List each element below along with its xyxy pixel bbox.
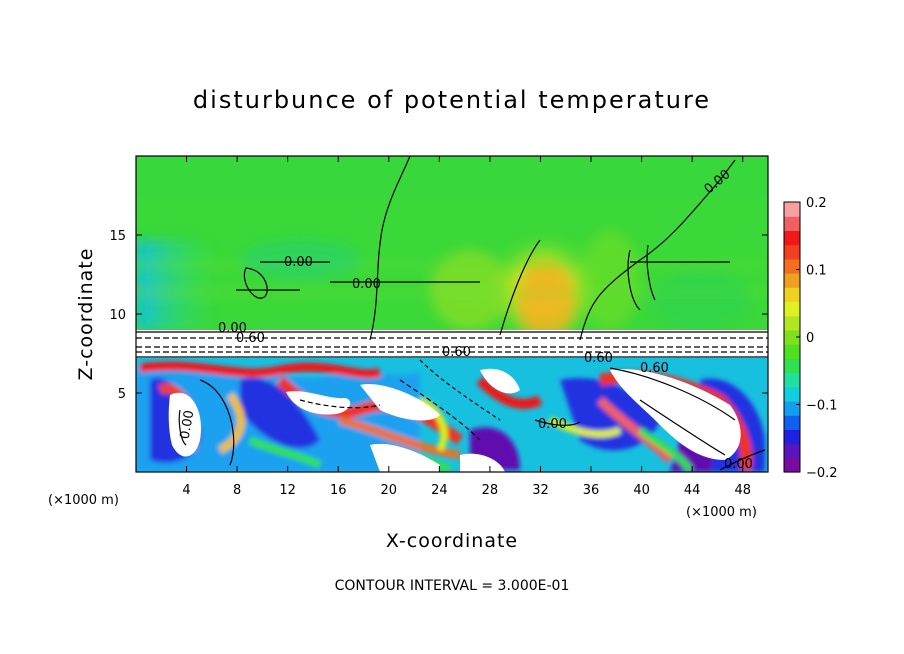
colorbar-tick-label: −0.1: [806, 399, 838, 414]
contour-label: 0.60: [584, 351, 613, 366]
colorbar-swatch: [784, 244, 800, 260]
colorbar-swatch: [784, 301, 800, 317]
contour-label: 0.60: [442, 345, 471, 360]
colorbar-swatch: [784, 344, 800, 359]
x-tick-label: 24: [431, 483, 448, 498]
colorbar-swatch: [784, 358, 800, 374]
colorbar-swatch: [784, 400, 800, 416]
x-tick-label: 28: [482, 483, 499, 498]
colorbar-tick-label: 0: [806, 331, 814, 346]
contour-label: 0.00: [538, 417, 567, 432]
x-tick-label: 8: [233, 483, 241, 498]
colorbar-swatch: [784, 429, 800, 445]
contour-label: 0.00: [284, 255, 313, 270]
x-unit-label-left: (×1000 m): [48, 493, 119, 508]
colorbar-swatch: [784, 273, 800, 288]
contour-label: 0.60: [236, 331, 265, 346]
y-axis: 5 10 15: [109, 229, 768, 402]
x-tick-label: 20: [381, 483, 398, 498]
contour-lines: [136, 156, 768, 471]
colorbar-swatch: [784, 415, 800, 430]
x-tick-label: 12: [279, 483, 296, 498]
colorbar-swatch: [784, 230, 800, 246]
colorbar-swatch: [784, 258, 800, 274]
colorbar-swatch: [784, 386, 800, 402]
colorbar-swatch: [784, 216, 800, 232]
x-tick-label: 36: [583, 483, 600, 498]
x-axis: 4 8 12 16 20 24 28 32 36 40 44 48: [182, 156, 751, 498]
y-tick-label: 15: [109, 229, 126, 244]
colorbar-swatch: [784, 329, 800, 345]
contour-interval-note: CONTOUR INTERVAL = 3.000E-01: [334, 578, 570, 594]
contour-label: 0.00: [724, 457, 753, 472]
x-unit-label-right: (×1000 m): [686, 505, 757, 520]
contour-label: 0.00: [178, 409, 198, 440]
contour-label: 0.00: [352, 277, 381, 292]
contour-label: 0.60: [640, 361, 669, 376]
x-tick-label: 48: [734, 483, 751, 498]
x-tick-label: 44: [684, 483, 701, 498]
colorbar-swatch: [784, 287, 800, 303]
colorbar-swatch: [784, 202, 800, 217]
colorbar-tick-label: 0.2: [806, 196, 827, 211]
colorbar-swatch: [784, 457, 800, 473]
colorbar-swatch: [784, 315, 800, 331]
colorbar-swatch: [784, 443, 800, 459]
colorbar-tick-label: −0.2: [806, 466, 838, 481]
x-tick-label: 4: [182, 483, 190, 498]
x-axis-title: X-coordinate: [386, 530, 518, 552]
chart-title: disturbunce of potential temperature: [192, 86, 712, 114]
x-tick-label: 16: [330, 483, 347, 498]
colorbar-tick-label: 0.1: [806, 264, 827, 279]
heatmap-field: [136, 156, 768, 472]
y-tick-label: 10: [109, 308, 126, 323]
colorbar-swatch: [784, 372, 800, 388]
x-tick-label: 32: [532, 483, 549, 498]
contour-label: 0.00: [218, 321, 247, 336]
colorbar: 0.2 0.1 0 −0.1 −0.2: [783, 196, 838, 481]
x-tick-label: 40: [633, 483, 650, 498]
y-tick-label: 5: [118, 387, 126, 402]
y-axis-title: Z-coordinate: [75, 248, 97, 381]
